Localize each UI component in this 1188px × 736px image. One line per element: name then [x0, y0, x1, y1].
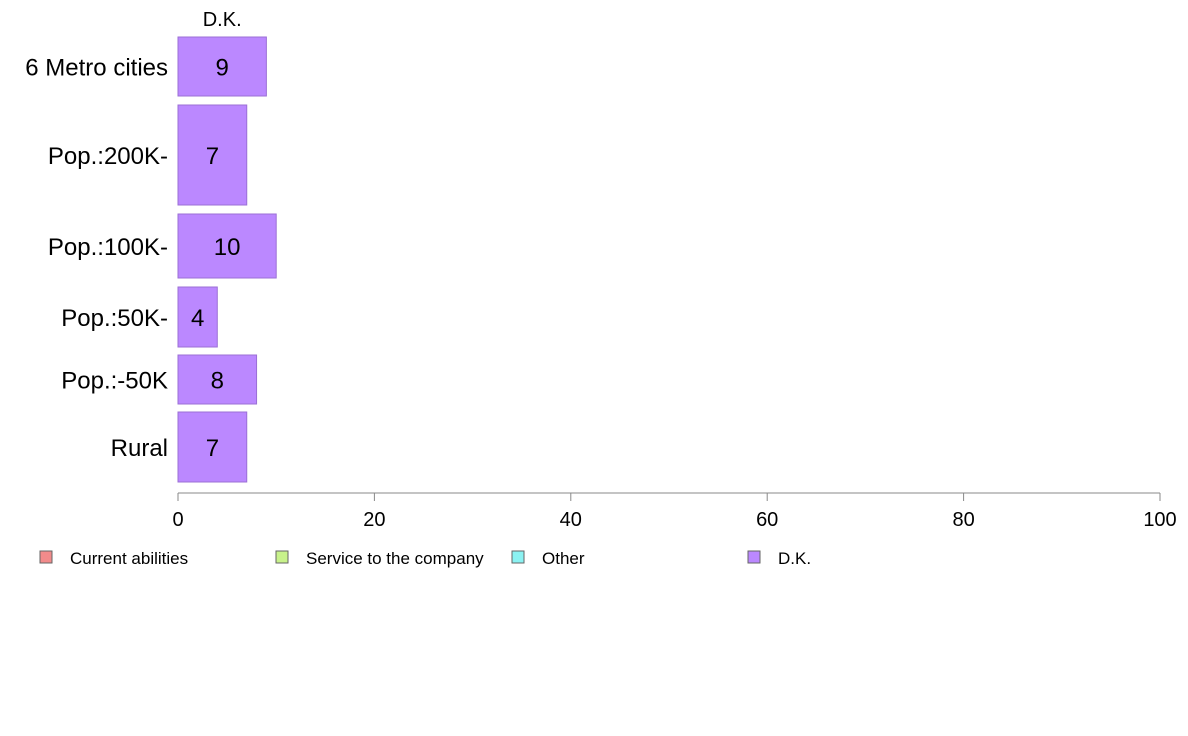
legend-swatch — [39, 550, 53, 564]
category-label: Pop.:200K- — [48, 143, 168, 170]
bar-value-label: 9 — [216, 55, 229, 82]
bar-d-k--2 — [177, 104, 248, 206]
category-label: Pop.:50K- — [61, 305, 168, 332]
x-tick-label: 60 — [756, 509, 778, 531]
x-tick-label: 40 — [560, 509, 582, 531]
legend-swatch — [747, 550, 761, 564]
legend-swatch — [275, 550, 289, 564]
legend-label: Current abilities — [70, 549, 188, 568]
x-tick-label: 0 — [172, 509, 183, 531]
legend-label: D.K. — [778, 549, 811, 568]
bar-value-label: 8 — [211, 368, 224, 395]
x-tick-label: 80 — [952, 509, 974, 531]
legend-label: Other — [542, 549, 585, 568]
category-label: Pop.:-50K — [61, 368, 168, 395]
legend-label: Service to the company — [306, 549, 484, 568]
bar-value-label: 4 — [191, 305, 204, 332]
bar-d-k--3 — [177, 213, 277, 279]
category-label: 6 Metro cities — [25, 55, 168, 82]
bar-value-label: 10 — [214, 234, 241, 261]
legend-swatch — [511, 550, 525, 564]
category-label: Rural — [111, 435, 168, 462]
bar-d-k--1 — [177, 36, 267, 97]
x-tick-label: 20 — [363, 509, 385, 531]
x-tick-label: 100 — [1143, 509, 1176, 531]
bar-value-label: 7 — [206, 143, 219, 170]
bar-d-k--5 — [177, 354, 258, 405]
bar-d-k--6 — [177, 411, 248, 483]
top-series-label: D.K. — [203, 9, 242, 31]
category-label: Pop.:100K- — [48, 234, 168, 261]
bar-value-label: 7 — [206, 435, 219, 462]
bar-d-k--4 — [177, 286, 218, 348]
